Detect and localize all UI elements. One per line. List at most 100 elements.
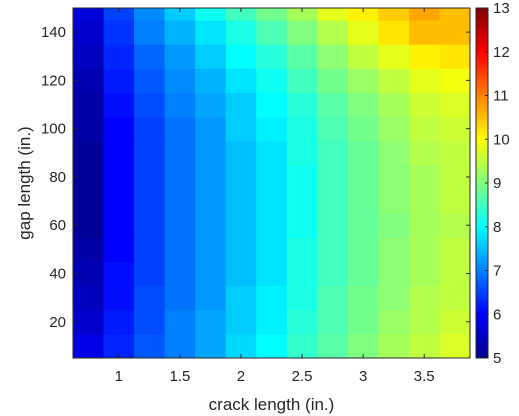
heatmap-cell	[286, 8, 318, 21]
heatmap-cell	[317, 333, 349, 359]
x-axis-title: crack length (in.)	[209, 395, 335, 414]
heatmap-cell	[256, 92, 288, 118]
x-tick-label: 1.5	[169, 368, 190, 385]
heatmap-cell	[439, 333, 471, 359]
heatmap-cell	[347, 309, 379, 335]
colorbar-tick-label: 6	[493, 306, 501, 323]
heatmap-cell	[164, 116, 196, 142]
heatmap-cell	[73, 333, 105, 359]
heatmap-cell	[256, 8, 288, 21]
heatmap-cell	[195, 164, 227, 190]
heatmap-cell	[256, 333, 288, 359]
heatmap-cell	[408, 237, 440, 262]
heatmap-cell	[164, 213, 196, 238]
heatmap-cell	[195, 116, 227, 142]
heatmap-cell	[317, 189, 349, 214]
heatmap-cell	[286, 20, 318, 45]
x-tick-label: 3	[359, 368, 367, 385]
heatmap-cell	[164, 92, 196, 118]
heatmap-cell	[317, 8, 349, 21]
heatmap-cell	[195, 8, 227, 21]
heatmap-cell	[286, 213, 318, 238]
heatmap-cell	[164, 164, 196, 190]
heatmap-cell	[195, 44, 227, 69]
heatmap-cell	[347, 116, 379, 142]
heatmap-cell	[408, 140, 440, 166]
heatmap-cell	[378, 8, 410, 21]
heatmap-cell	[195, 285, 227, 311]
heatmap-cell	[103, 20, 135, 45]
heatmap-cell	[225, 20, 257, 45]
heatmap-cell	[164, 309, 196, 335]
y-tick-label: 80	[49, 169, 66, 186]
heatmap-cell	[439, 20, 471, 45]
heatmap-cell	[439, 213, 471, 238]
heatmap-cell	[347, 189, 379, 214]
heatmap-cell	[134, 189, 166, 214]
heatmap-cell	[439, 164, 471, 190]
heatmap-cell	[347, 20, 379, 45]
heatmap-cell	[225, 285, 257, 311]
heatmap-cell	[378, 164, 410, 190]
colorbar-tick-label: 7	[493, 263, 501, 280]
heatmap-cell	[195, 140, 227, 166]
heatmap-cell	[439, 261, 471, 287]
heatmap-cell	[164, 237, 196, 262]
heatmap-cell	[73, 44, 105, 69]
heatmap-cell	[103, 285, 135, 311]
x-tick-label: 2.5	[292, 368, 313, 385]
heatmap-cell	[408, 116, 440, 142]
heatmap-cell	[195, 309, 227, 335]
heatmap-cell	[378, 44, 410, 69]
heatmap-cell	[347, 140, 379, 166]
heatmap-cell	[408, 20, 440, 45]
heatmap-cell	[439, 8, 471, 21]
heatmap-cell	[134, 237, 166, 262]
heatmap-cell	[317, 68, 349, 93]
heatmap-cell	[225, 140, 257, 166]
heatmap-cell	[103, 8, 135, 21]
heatmap-cell	[378, 140, 410, 166]
heatmap-cell	[439, 68, 471, 93]
heatmap-cell	[256, 116, 288, 142]
heatmap-cell	[378, 285, 410, 311]
heatmap-cell	[73, 189, 105, 214]
heatmap-cell	[195, 68, 227, 93]
x-axis: 1 1.5 2 2.5 3 3.5	[115, 8, 435, 385]
heatmap-cell	[134, 164, 166, 190]
heatmap-cell	[256, 213, 288, 238]
heatmap-cell	[286, 140, 318, 166]
x-tick-label: 2	[237, 368, 245, 385]
heatmap-cell	[256, 309, 288, 335]
heatmap-cell	[439, 189, 471, 214]
heatmap-cell	[195, 20, 227, 45]
heatmap-cell	[256, 237, 288, 262]
heatmap-cell	[347, 8, 379, 21]
heatmap-cell	[439, 44, 471, 69]
heatmap-cell	[103, 116, 135, 142]
heatmap-cell	[378, 116, 410, 142]
heatmap-cell	[103, 261, 135, 287]
heatmap-cell	[103, 189, 135, 214]
heatmap-cell	[317, 116, 349, 142]
heatmap-cell	[73, 92, 105, 118]
heatmap-cell	[378, 20, 410, 45]
heatmap-cell	[439, 92, 471, 118]
heatmap-cell	[134, 261, 166, 287]
heatmap-cell	[408, 8, 440, 21]
colorbar-tick-label: 11	[493, 88, 509, 105]
heatmap-cell	[195, 261, 227, 287]
heatmap-cell	[134, 8, 166, 21]
heatmap-cell	[195, 237, 227, 262]
heatmap-cell	[73, 116, 105, 142]
heatmap-cell	[134, 285, 166, 311]
heatmap-cell	[286, 44, 318, 69]
heatmap-cell	[378, 92, 410, 118]
heatmap-cell	[164, 20, 196, 45]
heatmap-cell	[317, 140, 349, 166]
heatmap-cell	[256, 140, 288, 166]
heatmap-cell	[256, 68, 288, 93]
heatmap-cell	[439, 285, 471, 311]
heatmap-cell	[164, 140, 196, 166]
